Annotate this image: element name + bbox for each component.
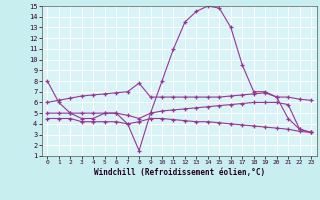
X-axis label: Windchill (Refroidissement éolien,°C): Windchill (Refroidissement éolien,°C)	[94, 168, 265, 177]
